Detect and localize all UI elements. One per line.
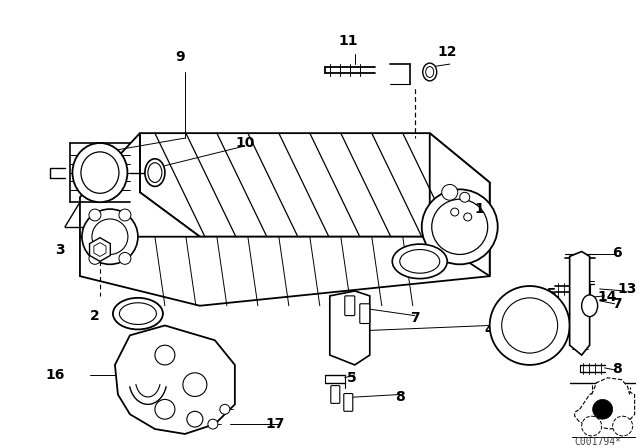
- Text: 5: 5: [347, 371, 356, 385]
- Polygon shape: [570, 251, 589, 355]
- Polygon shape: [115, 325, 235, 434]
- Ellipse shape: [145, 159, 165, 186]
- Text: 11: 11: [338, 34, 358, 48]
- Text: 9: 9: [175, 50, 185, 64]
- Circle shape: [422, 190, 498, 264]
- Circle shape: [155, 400, 175, 419]
- Circle shape: [89, 253, 101, 264]
- Text: 7: 7: [410, 310, 420, 325]
- Text: 7: 7: [612, 297, 621, 311]
- FancyBboxPatch shape: [345, 296, 355, 315]
- Polygon shape: [330, 291, 370, 365]
- Circle shape: [220, 405, 230, 414]
- Polygon shape: [575, 388, 635, 429]
- Circle shape: [89, 209, 101, 221]
- Circle shape: [155, 345, 175, 365]
- Circle shape: [490, 286, 570, 365]
- Ellipse shape: [400, 250, 440, 273]
- Text: 17: 17: [265, 417, 285, 431]
- Polygon shape: [591, 378, 630, 395]
- Text: 12: 12: [437, 45, 456, 59]
- Circle shape: [119, 253, 131, 264]
- Polygon shape: [140, 133, 490, 237]
- Ellipse shape: [148, 163, 162, 182]
- Polygon shape: [80, 237, 490, 306]
- Circle shape: [92, 219, 128, 254]
- Ellipse shape: [81, 152, 119, 193]
- FancyBboxPatch shape: [360, 304, 370, 323]
- Text: 6: 6: [612, 246, 621, 260]
- Circle shape: [451, 208, 459, 216]
- Text: 15: 15: [538, 287, 557, 301]
- Text: 4: 4: [485, 323, 495, 337]
- Ellipse shape: [423, 63, 436, 81]
- Circle shape: [432, 199, 488, 254]
- Circle shape: [442, 185, 458, 200]
- Circle shape: [119, 209, 131, 221]
- Circle shape: [460, 192, 470, 202]
- Text: 8: 8: [612, 362, 621, 376]
- Circle shape: [208, 419, 218, 429]
- Circle shape: [593, 400, 612, 419]
- FancyBboxPatch shape: [344, 393, 353, 411]
- Ellipse shape: [113, 298, 163, 329]
- Circle shape: [612, 416, 632, 436]
- Circle shape: [582, 416, 602, 436]
- Polygon shape: [80, 133, 200, 271]
- Text: 1: 1: [475, 202, 484, 216]
- Polygon shape: [429, 133, 490, 276]
- Text: 8: 8: [395, 391, 404, 405]
- Ellipse shape: [426, 67, 434, 78]
- Text: 10: 10: [235, 136, 255, 150]
- Circle shape: [183, 373, 207, 396]
- Text: C001794*: C001794*: [575, 437, 621, 447]
- Ellipse shape: [120, 303, 156, 324]
- Text: 3: 3: [55, 242, 65, 257]
- Circle shape: [464, 213, 472, 221]
- Ellipse shape: [392, 244, 447, 279]
- Circle shape: [82, 209, 138, 264]
- Circle shape: [187, 411, 203, 427]
- Ellipse shape: [72, 143, 127, 202]
- Ellipse shape: [582, 295, 598, 317]
- Circle shape: [502, 298, 557, 353]
- Text: 14: 14: [598, 290, 618, 304]
- FancyBboxPatch shape: [331, 386, 340, 403]
- Text: 2: 2: [90, 309, 100, 323]
- Text: 16: 16: [45, 368, 65, 382]
- Text: 13: 13: [618, 282, 637, 296]
